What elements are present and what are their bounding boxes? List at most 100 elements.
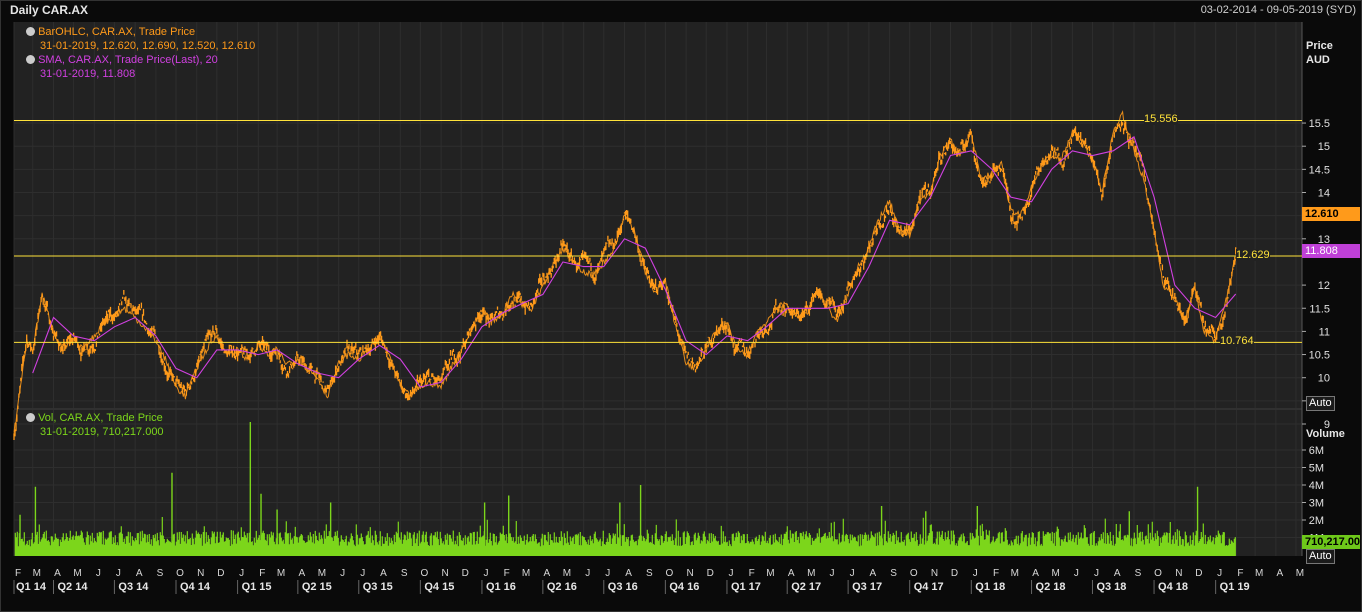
legend-volume-values: 31-01-2019, 710,217.000 [40,426,164,438]
month-label: J [340,568,345,579]
month-label: J [1074,568,1079,579]
legend-icon[interactable] [26,55,35,64]
volume-axis-title: Volume [1306,428,1345,440]
month-label: M [33,568,41,579]
hline-label-current: 12.629 [1236,248,1270,261]
month-label: D [707,568,714,579]
month-label: J [116,568,121,579]
month-label: M [807,568,815,579]
quarter-label: Q2 18 [1036,581,1066,593]
month-label: M [277,568,285,579]
month-label: F [15,568,21,579]
volume-tick-label: 2M [1309,515,1324,527]
horizontal-lines [14,119,1302,343]
volume-tick-label: 3M [1309,498,1324,510]
quarter-label: Q1 16 [486,581,516,593]
volume-series [14,422,1236,556]
volume-tick-label: 6M [1309,445,1324,457]
price-tick-label: 15 [1318,141,1330,153]
legend-icon[interactable] [26,413,35,422]
volume-pill: 710,217.00 [1302,535,1360,549]
legend-icon[interactable] [26,27,35,36]
quarter-label: Q2 17 [791,581,821,593]
month-label: M [522,568,530,579]
price-auto-button[interactable]: Auto [1306,396,1335,411]
legend-sma: SMA, CAR.AX, Trade Price(Last), 20 [26,54,218,66]
month-label: S [401,568,408,579]
month-label: J [850,568,855,579]
legend-ohlc: BarOHLC, CAR.AX, Trade Price [26,26,195,38]
legend-sma-label: SMA, CAR.AX, Trade Price(Last), 20 [38,54,218,66]
quarter-label: Q4 16 [669,581,699,593]
quarter-label: Q2 15 [302,581,332,593]
month-label: O [420,568,428,579]
volume-auto-button[interactable]: Auto [1306,549,1335,564]
month-label: S [157,568,164,579]
legend-sma-values: 31-01-2019, 11.808 [40,68,136,80]
date-range: 03-02-2014 - 09-05-2019 (SYD) [1200,4,1356,16]
month-label: M [563,568,571,579]
month-label: D [1195,568,1202,579]
month-label: J [973,568,978,579]
quarter-label: Q1 19 [1220,581,1250,593]
month-label: M [766,568,774,579]
month-label: O [665,568,673,579]
month-label: J [585,568,590,579]
quarter-label: Q4 14 [180,581,211,593]
month-label: A [788,568,795,579]
quarter-label: Q3 16 [608,581,638,593]
price-tick-label: 11 [1319,326,1330,338]
month-label: A [380,568,387,579]
legend-ohlc-label: BarOHLC, CAR.AX, Trade Price [38,26,196,38]
price-tick-label: 14 [1318,188,1330,200]
month-label: N [441,568,448,579]
month-label: F [993,568,999,579]
sma-pill: 11.808 [1302,244,1360,258]
quarter-label: Q3 14 [118,581,149,593]
month-label: M [1255,568,1263,579]
month-label: A [299,568,306,579]
price-tick-label: 9 [1324,419,1330,431]
sma-series [32,136,1237,388]
month-label: A [870,568,877,579]
legend-ohlc-values: 31-01-2019, 12.620, 12.690, 12.520, 12.6… [40,40,256,52]
month-label: A [544,568,551,579]
chart-title: Daily CAR.AX [10,3,89,17]
month-label: F [504,568,510,579]
month-label: O [176,568,184,579]
month-label: A [54,568,61,579]
month-label: S [890,568,897,579]
price-tick-label: 12 [1318,280,1330,292]
price-tick-label: 10 [1318,373,1330,385]
quarter-label: Q4 15 [424,581,454,593]
hline-label-high: 15.556 [1144,113,1178,126]
quarter-label: Q1 15 [242,581,272,593]
volume-bars [14,517,1236,556]
price-tick-label: 15.5 [1309,118,1330,130]
ohlc-series [13,110,1237,440]
month-label: N [686,568,693,579]
volume-tick-label: 5M [1309,463,1324,475]
month-label: S [1135,568,1142,579]
quarter-label: Q1 18 [975,581,1005,593]
month-label: J [483,568,488,579]
month-label: J [1094,568,1099,579]
legend-volume: Vol, CAR.AX, Trade Price [26,412,163,424]
month-label: A [1032,568,1039,579]
month-label: J [96,568,101,579]
price-tick-label: 14.5 [1309,164,1330,176]
month-label: N [197,568,204,579]
month-label: F [259,568,265,579]
quarter-label: Q4 18 [1158,581,1188,593]
price-tick-label: 13 [1318,234,1330,246]
month-label: M [1051,568,1059,579]
quarter-label: Q1 17 [731,581,761,593]
quarter-label: Q3 18 [1096,581,1126,593]
quarter-label: Q3 17 [852,581,882,593]
price-tick-label: 11.5 [1309,303,1330,315]
quarter-label: Q2 14 [57,581,88,593]
month-label: F [1237,568,1243,579]
hline-label-low: 10.764 [1220,335,1254,348]
